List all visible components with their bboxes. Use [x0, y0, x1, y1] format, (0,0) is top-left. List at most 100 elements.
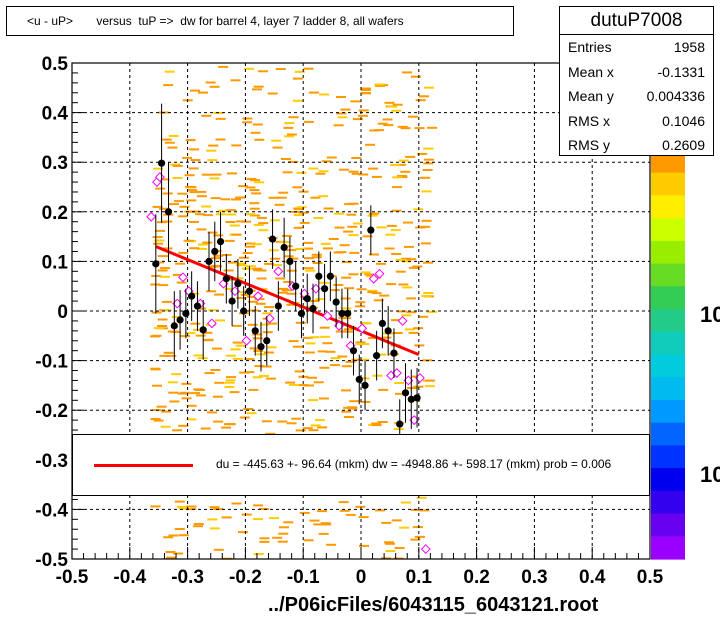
- histogram-cell: [397, 125, 408, 128]
- histogram-cell: [195, 213, 206, 216]
- histogram-cell: [153, 167, 164, 170]
- histogram-cell: [182, 156, 193, 159]
- histogram-cell: [419, 509, 430, 512]
- histogram-cell: [171, 316, 182, 319]
- histogram-cell: [231, 144, 242, 147]
- histogram-cell: [402, 286, 413, 289]
- histogram-cell: [401, 314, 412, 317]
- histogram-cell: [193, 523, 204, 525]
- histogram-cell: [202, 214, 213, 217]
- histogram-cell: [213, 234, 224, 237]
- histogram-cell: [352, 118, 363, 121]
- histogram-cell: [172, 273, 183, 276]
- histogram-cell: [343, 230, 354, 233]
- histogram-cell: [158, 284, 169, 287]
- histogram-cell: [352, 222, 363, 225]
- histogram-cell: [308, 167, 319, 170]
- histogram-cell: [236, 297, 247, 299]
- fit-curve: [155, 245, 420, 357]
- histogram-cell: [253, 223, 264, 226]
- histogram-cell: [398, 159, 409, 162]
- histogram-cell: [372, 374, 383, 377]
- histogram-cell: [341, 261, 352, 264]
- histogram-cell: [395, 258, 406, 261]
- histogram-cell: [420, 242, 431, 245]
- data-point: [164, 208, 173, 216]
- histogram-cell: [241, 220, 251, 223]
- histogram-cell: [181, 397, 192, 400]
- data-point: [228, 297, 236, 305]
- histogram-cell: [176, 281, 187, 284]
- histogram-cell: [227, 261, 238, 264]
- histogram-cell: [186, 199, 197, 202]
- histogram-cell: [373, 299, 384, 302]
- histogram-cell: [288, 340, 299, 343]
- histogram-cell: [196, 307, 207, 310]
- histogram-cell: [364, 273, 375, 276]
- histogram-cell: [420, 225, 431, 228]
- histogram-cell: [231, 502, 242, 505]
- palette-band: [651, 240, 685, 265]
- histogram-cell: [157, 255, 168, 258]
- histogram-cell: [150, 418, 161, 420]
- histogram-cell: [366, 275, 376, 278]
- histogram-cell: [214, 381, 225, 384]
- histogram-cell: [209, 527, 220, 530]
- histogram-cell: [392, 103, 403, 106]
- histogram-cell: [337, 116, 348, 119]
- y-tick-label: 0: [57, 302, 68, 323]
- stats-value: 0.2609: [662, 137, 705, 154]
- histogram-cell: [264, 351, 274, 354]
- data-point: [378, 319, 386, 327]
- stats-box: dutuP7008 Entries 1958 Mean x -0.1331 Me…: [559, 6, 714, 156]
- data-point: [396, 420, 404, 428]
- palette-band: [651, 286, 685, 310]
- histogram-cell: [320, 522, 331, 525]
- histogram-cell: [326, 156, 337, 159]
- histogram-cell: [371, 422, 382, 425]
- histogram-cell: [166, 556, 177, 559]
- histogram-cell: [309, 519, 320, 522]
- histogram-cell: [309, 300, 320, 302]
- histogram-cell: [224, 381, 235, 384]
- histogram-cell: [283, 126, 294, 129]
- histogram-cell: [321, 160, 332, 163]
- histogram-cell: [277, 291, 288, 294]
- y-tick-label: 0.5: [42, 54, 69, 75]
- histogram-cell: [208, 309, 219, 312]
- histogram-cell: [164, 141, 175, 144]
- histogram-cell: [159, 354, 170, 357]
- histogram-cell: [178, 507, 189, 510]
- histogram-cell: [412, 265, 423, 268]
- histogram-cell: [321, 523, 332, 526]
- histogram-cell: [275, 68, 286, 70]
- palette-band: [651, 399, 685, 424]
- histogram-cell: [408, 266, 419, 269]
- histogram-cell: [260, 323, 270, 326]
- histogram-cell: [244, 371, 255, 374]
- histogram-cell: [338, 501, 349, 504]
- palette-band: [651, 309, 685, 333]
- histogram-cell: [272, 264, 282, 267]
- histogram-cell: [157, 318, 168, 321]
- histogram-cell: [162, 247, 173, 250]
- histogram-cell: [401, 260, 412, 263]
- histogram-cell: [351, 358, 362, 361]
- histogram-cell: [250, 131, 261, 134]
- histogram-cell: [341, 365, 352, 368]
- histogram-cell: [178, 251, 189, 254]
- histogram-cell: [238, 531, 248, 534]
- histogram-cell: [405, 155, 416, 158]
- histogram-cell: [299, 221, 310, 224]
- histogram-cell: [203, 338, 214, 341]
- histogram-cell: [261, 420, 272, 423]
- data-point-alt: [374, 268, 385, 279]
- histogram-cell: [184, 174, 195, 177]
- stats-row-mean-x: Mean x -0.1331: [560, 60, 713, 85]
- histogram-cell: [394, 428, 404, 431]
- histogram-cell: [302, 427, 313, 430]
- histogram-cell: [417, 152, 428, 155]
- stats-key: Entries: [568, 39, 612, 55]
- histogram-cell: [276, 196, 287, 199]
- histogram-cell: [264, 306, 275, 309]
